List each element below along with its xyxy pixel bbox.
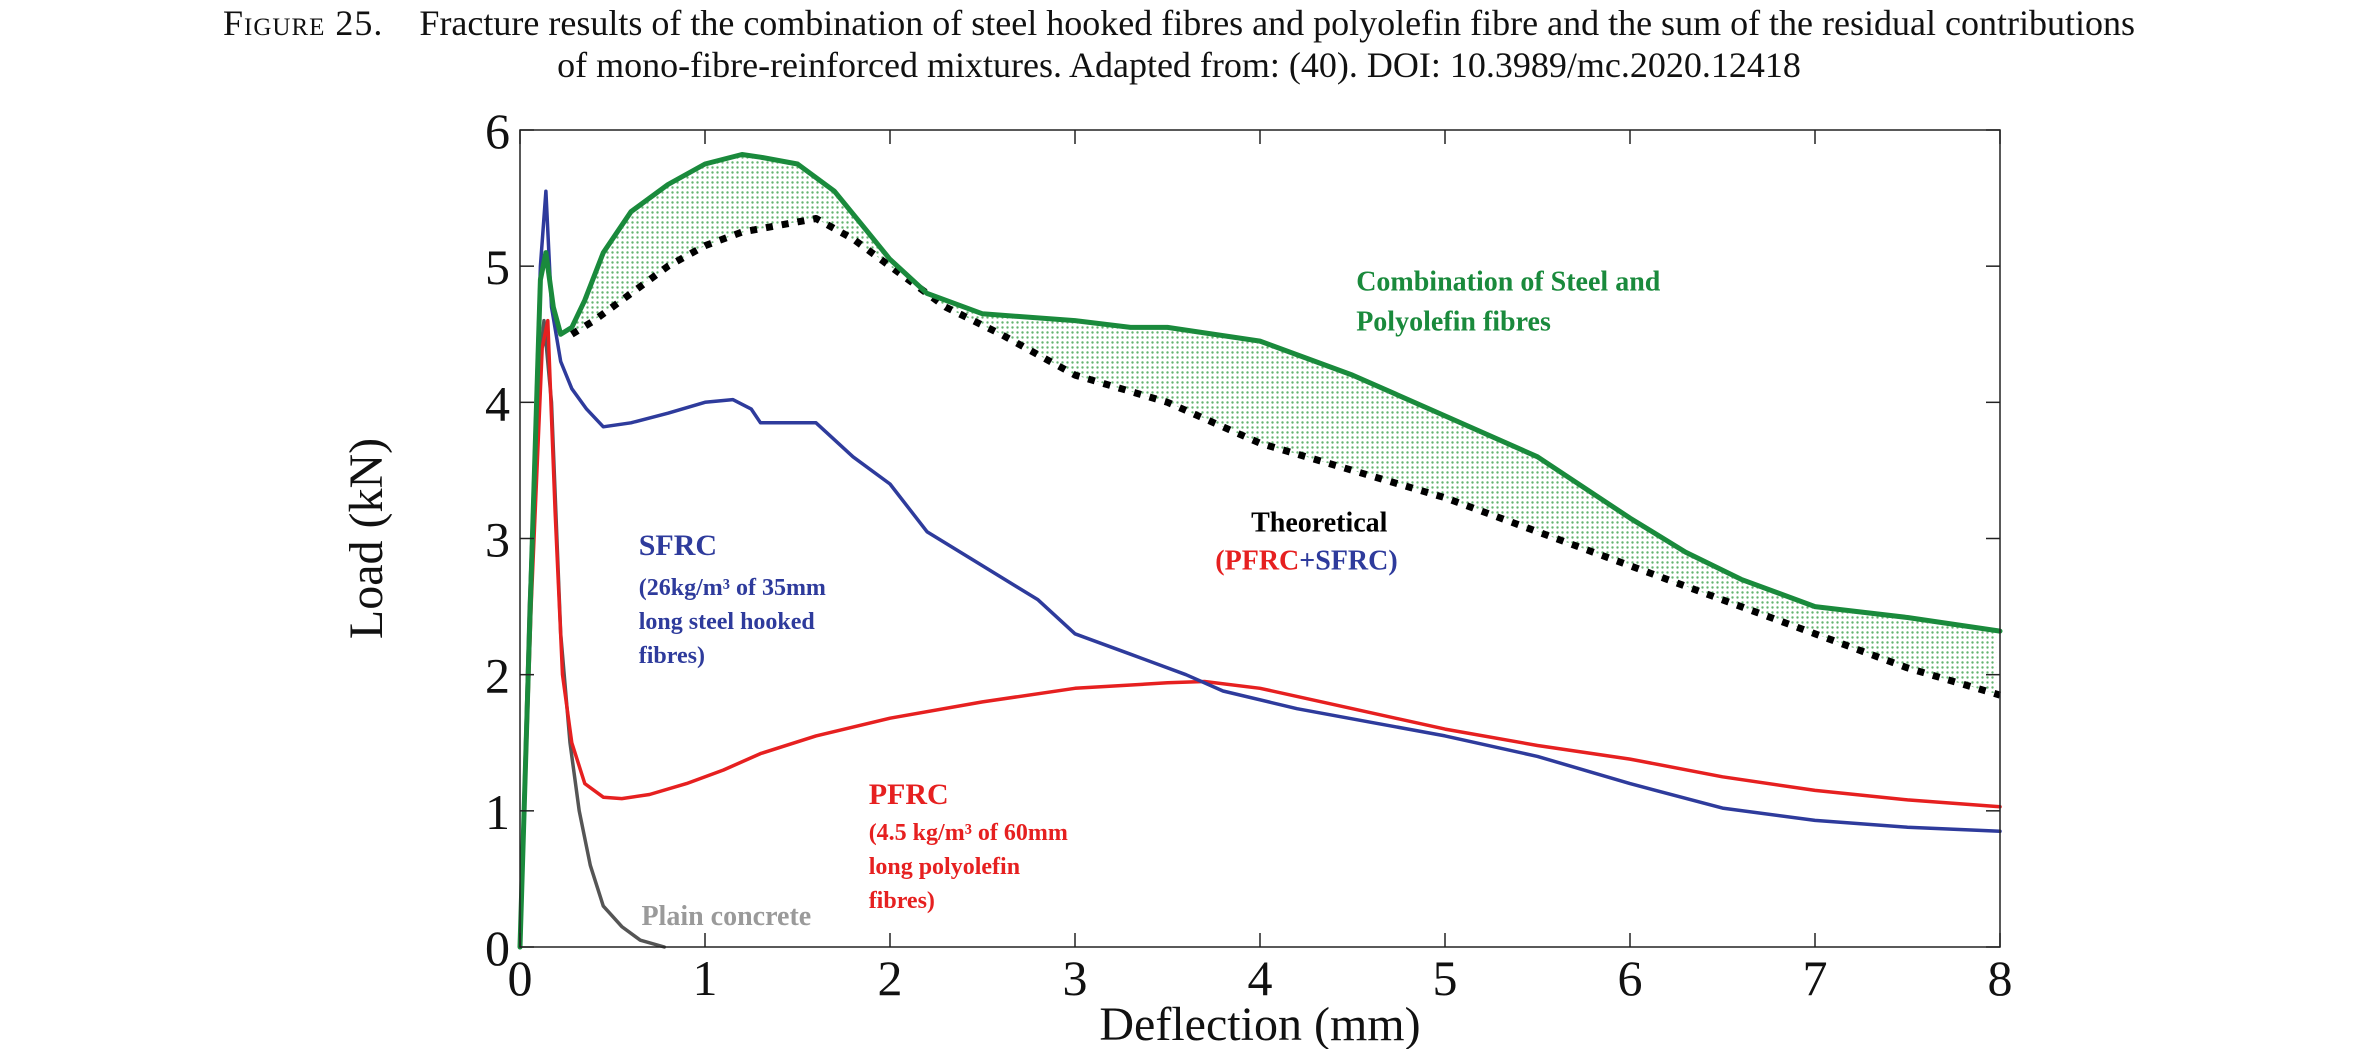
theoretical-open: ( [1215,546,1224,577]
y-tick-label: 1 [485,784,510,840]
x-tick-label: 4 [1248,950,1273,1006]
y-tick-label: 4 [485,375,510,431]
label-layer: Combination of Steel and Polyolefin fibre… [639,267,1661,932]
combination-label-line: Polyolefin fibres [1356,307,1551,338]
x-tick-label: 7 [1803,950,1828,1006]
series-line-theoretical [569,215,2001,699]
sfrc-label-line: long steel hooked [639,609,816,635]
theoretical-pfrc: PFRC [1225,546,1300,577]
theoretical-close: ) [1388,546,1397,577]
y-tick-label: 3 [485,512,510,568]
figure-caption: Figure 25. Fracture results of the combi… [0,2,2358,86]
x-axis-title: Deflection (mm) [1099,998,1420,1049]
pfrc-label-line: long polyolefin [869,854,1020,880]
x-tick-label: 8 [1988,950,2013,1006]
gain-area [571,155,1997,695]
caption-line-1: Figure 25. Fracture results of the combi… [0,2,2358,44]
y-axis-title: Load (kN) [340,438,393,639]
figure-number: Figure 25. [223,3,384,43]
x-tick-label: 0 [508,950,533,1006]
y-tick-label: 5 [485,239,510,295]
series-line-combination [517,152,2003,950]
y-tick-label: 6 [485,103,510,159]
series-line-pfrc [518,318,2002,949]
y-tick-label: 2 [485,648,510,704]
combination-label-line: Combination of Steel and [1356,267,1661,298]
axis-layer: 0 1 2 3 4 5 6 7 8 0 1 2 3 4 5 6 Deflection (mm) Load (kN) [340,103,2013,1049]
sfrc-label-title: SFRC [639,529,717,562]
sfrc-label-line: fibres) [639,643,705,669]
caption-line-2: of mono-fibre-reinforced mixtures. Adapt… [557,45,1801,85]
pfrc-label-line: fibres) [869,888,935,914]
caption-text-1: Fracture results of the combination of s… [419,3,2135,43]
pfrc-label-line: (4.5 kg/m³ of 60mm [869,820,1068,846]
series-line-sfrc [518,189,2002,949]
theoretical-label-formula: (PFRC+SFRC) [1215,546,1397,577]
theoretical-sfrc: SFRC [1315,546,1388,577]
gain-area-layer [571,155,1997,695]
x-tick-label: 1 [693,950,718,1006]
x-tick-label: 2 [878,950,903,1006]
x-tick-label: 3 [1063,950,1088,1006]
series-layer [517,152,2003,950]
x-tick-label: 5 [1433,950,1458,1006]
sfrc-label-line: (26kg/m³ of 35mm [639,575,826,601]
theoretical-plus: + [1299,546,1315,577]
y-tick-label: 0 [485,920,510,976]
pfrc-label-title: PFRC [869,778,949,811]
theoretical-label-title: Theoretical [1251,508,1388,539]
plain-label: Plain concrete [641,901,811,932]
x-tick-label: 6 [1618,950,1643,1006]
